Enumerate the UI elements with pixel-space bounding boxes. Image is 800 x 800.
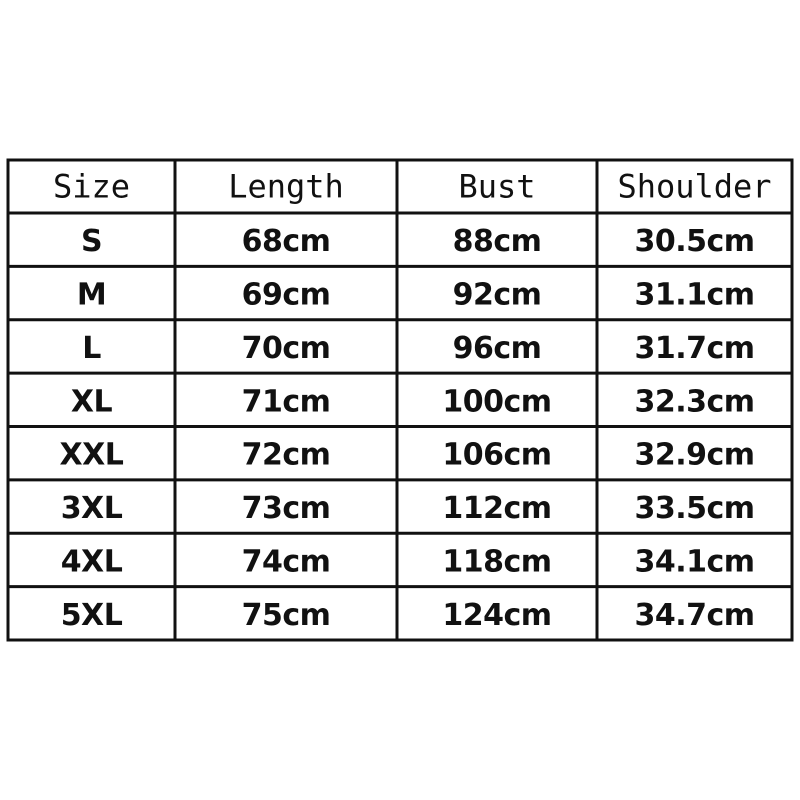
table-cell: M xyxy=(77,278,106,313)
table-cell: 34.1cm xyxy=(634,544,754,579)
table-cell: S xyxy=(81,224,102,259)
table-cell: 33.5cm xyxy=(634,491,754,526)
header-cell: Length xyxy=(228,168,344,206)
table-cell: 96cm xyxy=(453,331,542,366)
table-cell: 74cm xyxy=(242,544,331,579)
table-cell: L xyxy=(82,331,101,366)
table-cell: 72cm xyxy=(242,438,331,473)
header-cell: Size xyxy=(53,168,130,206)
table-cell: 70cm xyxy=(242,331,331,366)
table-cell: 32.9cm xyxy=(634,438,754,473)
table-cell: 30.5cm xyxy=(634,224,754,259)
table-cell: 32.3cm xyxy=(634,384,754,419)
table-cell: 34.7cm xyxy=(634,598,754,633)
header-cell: Bust xyxy=(458,168,535,206)
table-cell: 4XL xyxy=(61,544,123,579)
table-cell: 31.1cm xyxy=(634,278,754,313)
table-cell: XXL xyxy=(60,438,124,473)
table-cell: 68cm xyxy=(242,224,331,259)
table-cell: 31.7cm xyxy=(634,331,754,366)
table-cell: 3XL xyxy=(61,491,123,526)
table-cell: 73cm xyxy=(242,491,331,526)
table-cell: 100cm xyxy=(442,384,551,419)
header-cell: Shoulder xyxy=(617,168,771,206)
table-cell: 124cm xyxy=(442,598,551,633)
table-cell: 88cm xyxy=(453,224,542,259)
table-cell: 5XL xyxy=(61,598,123,633)
table-cell: 118cm xyxy=(442,544,551,579)
table-cell: 92cm xyxy=(453,278,542,313)
table-cell: 71cm xyxy=(242,384,331,419)
table-cell: 112cm xyxy=(442,491,551,526)
table-cell: 106cm xyxy=(442,438,551,473)
table-cell: XL xyxy=(71,384,113,419)
table-cell: 69cm xyxy=(242,278,331,313)
table-cell: 75cm xyxy=(242,598,331,633)
